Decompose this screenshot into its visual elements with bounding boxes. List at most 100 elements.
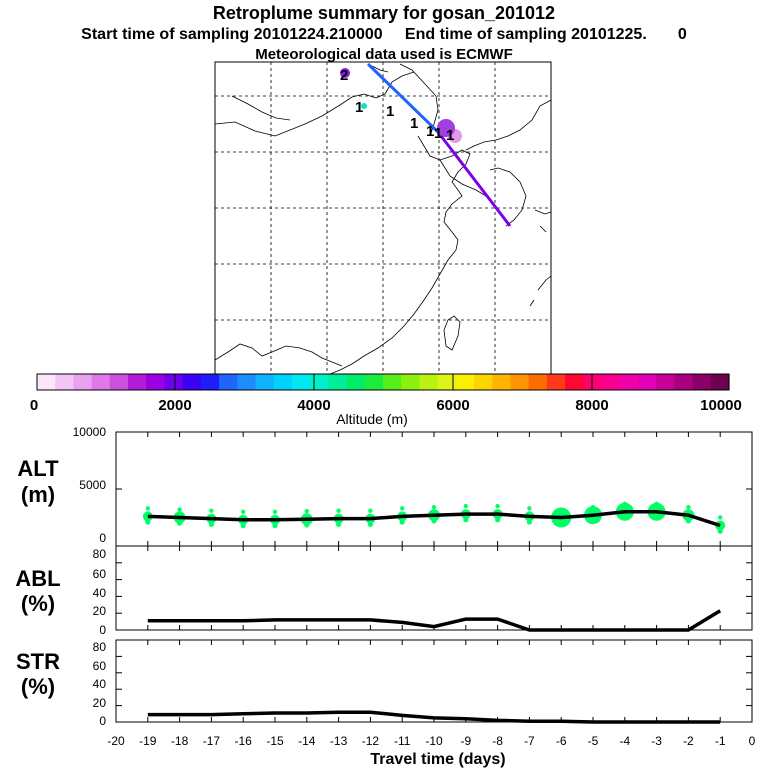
- colorbar-swatch: [528, 374, 548, 390]
- colorbar-swatch: [474, 374, 493, 390]
- map-label: 1: [386, 103, 394, 120]
- trajectory-segment-high: [366, 62, 440, 134]
- colorbar-swatch: [383, 374, 402, 390]
- altitude-dot: [654, 501, 659, 507]
- plume-marker-cyan: [361, 103, 367, 109]
- colorbar-swatch: [710, 374, 730, 390]
- altitude-dot: [685, 518, 692, 524]
- map-label: 1: [410, 115, 418, 132]
- colorbar-swatch: [546, 374, 566, 390]
- colorbar-tick-label: 0: [30, 397, 38, 414]
- altitude-dot: [431, 518, 437, 524]
- x-tick-label: -3: [651, 734, 662, 748]
- colorbar-tick-label: 6000: [436, 397, 469, 414]
- abl-y-tick-label: 60: [93, 567, 107, 581]
- colorbar-swatch: [437, 374, 457, 390]
- colorbar-swatch: [565, 374, 584, 390]
- colorbar-swatch: [328, 374, 348, 390]
- colorbar-swatch: [419, 374, 439, 390]
- x-tick-label: -8: [492, 734, 503, 748]
- altitude-dot: [177, 520, 183, 526]
- abl-y-tick-label: 20: [93, 604, 107, 618]
- colorbar-swatch: [182, 374, 202, 390]
- altitude-dot: [177, 507, 182, 512]
- alt-series: [115, 431, 753, 547]
- colorbar-swatch: [73, 374, 93, 390]
- str-series: [115, 639, 753, 724]
- abl-y-tick-label: 0: [99, 623, 106, 637]
- x-tick-label: -1: [715, 734, 726, 748]
- x-tick-label: -7: [524, 734, 535, 748]
- alt-panel-label: ALT: [17, 456, 59, 481]
- alt-panel-unit: (m): [21, 482, 55, 507]
- time-series-panels: [115, 431, 753, 723]
- colorbar-tick-label: 4000: [297, 397, 330, 414]
- abl-y-tick-label: 80: [93, 547, 107, 561]
- colorbar-swatch: [346, 374, 366, 390]
- x-tick-label: -10: [425, 734, 443, 748]
- altitude-dot: [367, 521, 373, 527]
- colorbar-swatch: [55, 374, 75, 390]
- alt-y-tick-label: 10000: [73, 425, 107, 439]
- x-tick-label: -15: [266, 734, 284, 748]
- altitude-dot: [208, 521, 214, 527]
- colorbar-swatch: [637, 374, 657, 390]
- colorbar-frame: [36, 373, 730, 391]
- altitude-dot: [272, 522, 278, 529]
- colorbar-swatch: [656, 374, 675, 390]
- altitude-dot: [209, 508, 214, 513]
- colorbar-swatch: [492, 374, 512, 390]
- trajectory-segment-low: [436, 131, 512, 227]
- alt-y-tick-label: 0: [99, 531, 106, 545]
- map-coastlines: [214, 63, 552, 375]
- plume-marker-day1: [437, 119, 455, 137]
- map-label: 1: [355, 99, 363, 116]
- abl-panel-label: ABL: [15, 566, 60, 591]
- altitude-dot: [241, 509, 246, 514]
- colorbar-swatch: [692, 374, 712, 390]
- end-time-label: End time of sampling 20101225.: [404, 26, 647, 43]
- x-tick-label: -11: [394, 734, 411, 748]
- map-graticule: [215, 62, 551, 374]
- alt-panel-frame: [115, 431, 753, 547]
- x-tick-label: -2: [683, 734, 694, 748]
- abl-y-tick-label: 40: [93, 586, 107, 600]
- str-panel-unit: (%): [21, 674, 55, 699]
- x-tick-label: -19: [139, 734, 157, 748]
- abl-series: [115, 545, 753, 632]
- x-tick-label: -13: [330, 734, 348, 748]
- str-y-tick-label: 80: [93, 640, 107, 654]
- colorbar-swatch: [219, 374, 238, 390]
- map-label: 2: [340, 67, 348, 84]
- map-label: 1: [446, 127, 454, 144]
- altitude-dot: [336, 508, 341, 513]
- altitude-dot: [399, 519, 405, 525]
- sampling-times: Start time of sampling 20101224.210000 E…: [0, 26, 768, 44]
- altitude-dot: [336, 521, 342, 527]
- x-tick-label: -9: [460, 734, 471, 748]
- colorbar-swatch: [91, 374, 111, 390]
- altitude-dot: [240, 522, 246, 529]
- altitude-dot: [526, 519, 533, 525]
- altitude-dot: [400, 506, 405, 511]
- plume-marker-day2: [340, 68, 350, 78]
- colorbar-swatch: [455, 374, 475, 390]
- x-axis-title: Travel time (days): [370, 751, 505, 768]
- series-line: [147, 510, 721, 528]
- altitude-dot: [622, 501, 627, 507]
- x-tick-label: -14: [298, 734, 316, 748]
- met-data-label: Meteorological data used is ECMWF: [255, 46, 513, 63]
- altitude-dot: [686, 505, 691, 510]
- altitude-dot: [558, 520, 564, 526]
- altitude-dot: [463, 503, 468, 509]
- series-line: [147, 609, 722, 632]
- colorbar-swatch: [364, 374, 384, 390]
- altitude-dot: [622, 514, 628, 521]
- colorbar-swatch: [109, 374, 129, 390]
- altitude-dot: [495, 503, 500, 509]
- altitude-dot: [304, 509, 309, 514]
- alt-y-tick-label: 5000: [79, 478, 106, 492]
- altitude-dot: [527, 506, 532, 511]
- x-tick-label: -4: [619, 734, 630, 748]
- abl-panel-unit: (%): [21, 591, 55, 616]
